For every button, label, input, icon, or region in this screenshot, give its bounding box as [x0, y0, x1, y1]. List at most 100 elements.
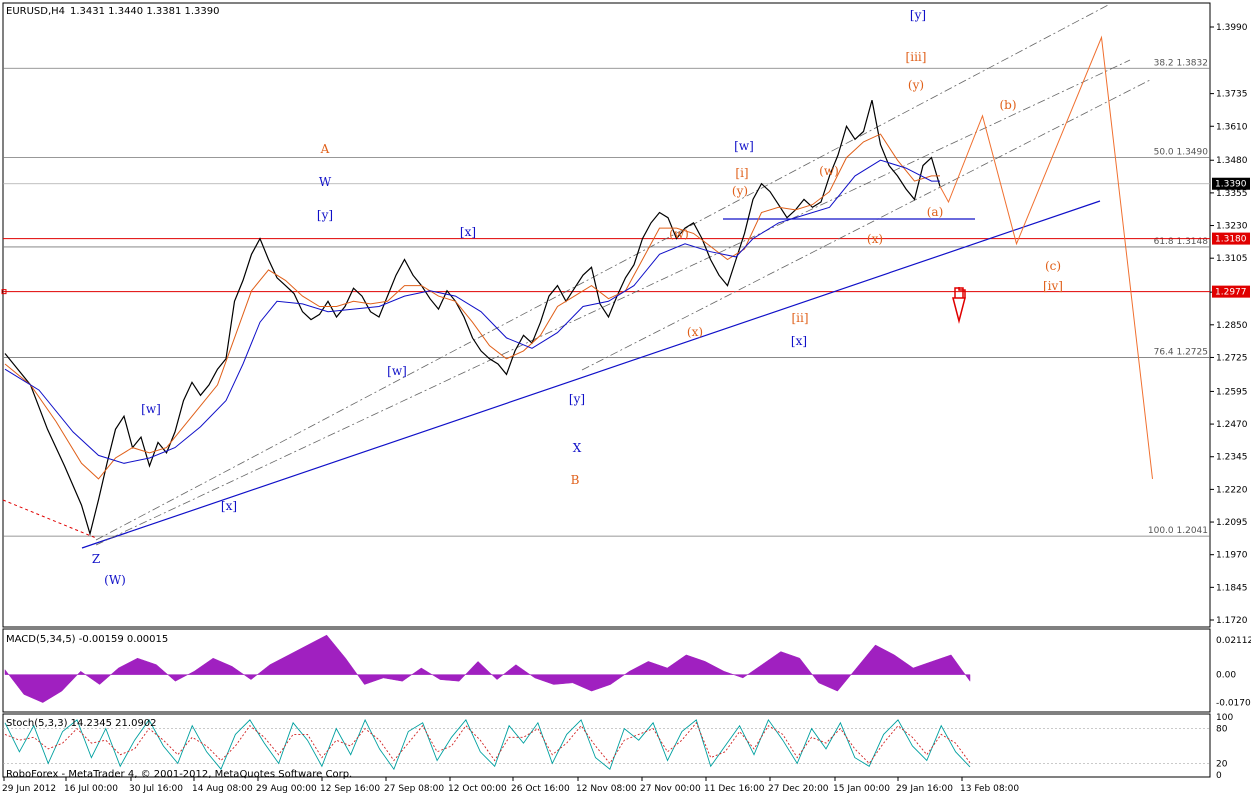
down-arrow-icon [952, 287, 966, 324]
price-tick-label: 1.3735 [1216, 90, 1248, 100]
price-badge-label: 1.3390 [1215, 180, 1247, 190]
series-projection [939, 35, 1153, 479]
time-tick-label: 13 Feb 08:00 [960, 784, 1019, 794]
wave-label-blue: [x] [791, 334, 807, 348]
price-tick-label: 1.1845 [1216, 583, 1248, 593]
time-tick-label: 14 Aug 08:00 [192, 784, 253, 794]
footer-copyright: RoboForex - MetaTrader 4, © 2001-2012, M… [6, 769, 352, 780]
macd-tick-label: 0.00 [1216, 671, 1236, 681]
macd-pane-frame [2, 628, 1211, 713]
fibonacci-levels: 38.2 1.3832 50.0 1.3490 61.8 1.3148 76.4 1.… [1, 58, 1210, 537]
price-tick-label: 1.3105 [1216, 254, 1248, 264]
macd-header: MACD(5,34,5) -0.00159 0.00015 [6, 634, 168, 645]
time-axis: 29 Jun 2012 16 Jul 00:00 30 Jul 16:00 14 Au… [2, 777, 1019, 794]
fib-level-label: 61.8 1.3148 [1154, 237, 1209, 247]
wave-label-blue: W [319, 175, 332, 189]
trend-lines [2, 3, 1151, 549]
price-tick-label: 1.2095 [1216, 518, 1248, 528]
price-badge-label: 1.2977 [1215, 288, 1247, 298]
stoch-tick-label: 100 [1216, 713, 1233, 723]
price-tick-label: 1.2345 [1216, 453, 1248, 463]
price-badge-label: 1.3180 [1215, 235, 1247, 245]
wave-label-orange: (x) [687, 325, 703, 339]
wave-label-orange: [ii] [791, 311, 808, 325]
wave-label-blue: [y] [317, 208, 333, 222]
wave-label-orange: (y) [732, 184, 748, 198]
wave-label-orange: (w) [669, 227, 689, 241]
fib-level-label: 50.0 1.3490 [1154, 148, 1209, 158]
wave-labels: [y] W [y] [x] [w] [w] [x] [y] X Z (W) [w] [x] [iii] (y… [92, 8, 1063, 587]
wave-label-blue: [w] [734, 139, 754, 153]
wave-label-orange: [i] [735, 166, 748, 180]
macd-histogram [4, 634, 971, 703]
price-tick-label: 1.3480 [1216, 156, 1248, 166]
price-series [4, 35, 1153, 537]
main-trendline [81, 200, 1101, 549]
chart-header-ohlc: 1.3431 1.3440 1.3381 1.3390 [70, 6, 220, 17]
price-tick-label: 1.2220 [1216, 485, 1248, 495]
wave-label-orange: (x) [867, 232, 883, 246]
red-dashed-line [2, 499, 97, 539]
price-badge [1212, 177, 1250, 190]
wave-label-orange: (c) [1045, 259, 1061, 273]
price-badge [1212, 232, 1250, 245]
price-tick-label: 1.3990 [1216, 23, 1248, 33]
stoch-tick-label: 20 [1216, 759, 1228, 769]
wave-label-blue: X [573, 441, 582, 455]
time-tick-label: 29 Aug 00:00 [256, 784, 317, 794]
time-tick-label: 11 Dec 16:00 [704, 784, 765, 794]
wave-label-orange: A [320, 142, 330, 156]
macd-tick-label: 0.02112 [1216, 636, 1251, 646]
time-tick-label: 12 Sep 16:00 [320, 784, 380, 794]
wave-label-orange: [iii] [906, 50, 927, 64]
price-tick-label: 1.2850 [1216, 321, 1248, 331]
wave-label-blue: [w] [141, 402, 161, 416]
series-price [4, 99, 941, 537]
wave-label-orange: (w) [819, 164, 839, 178]
stoch-tick-label: 80 [1216, 725, 1228, 735]
time-tick-label: 30 Jul 16:00 [129, 784, 183, 794]
wave-label-blue: (W) [104, 573, 126, 587]
price-tick-label: 1.1970 [1216, 551, 1248, 561]
stoch-header: Stoch(5,3,3) 14.2345 21.0902 [6, 718, 157, 729]
channel-line-middle [95, 59, 1131, 546]
wave-label-orange: [iv] [1043, 279, 1063, 293]
wave-label-blue: Z [92, 552, 100, 566]
price-tick-label: 1.2595 [1216, 387, 1248, 397]
price-tick-label: 1.3355 [1216, 189, 1248, 199]
wave-label-blue: [x] [460, 225, 476, 239]
time-tick-label: 27 Nov 00:00 [640, 784, 701, 794]
time-tick-label: 27 Dec 20:00 [768, 784, 829, 794]
time-tick-label: 27 Sep 08:00 [384, 784, 444, 794]
channel-line-lower [581, 79, 1151, 371]
stoch-tick-label: 0 [1216, 771, 1222, 781]
wave-label-orange: (a) [927, 205, 944, 219]
time-tick-label: 15 Jan 00:00 [833, 784, 890, 794]
price-tick-label: 1.1720 [1216, 616, 1248, 626]
fib-level-label: 100.0 1.2041 [1148, 526, 1208, 536]
price-tick-label: 1.3230 [1216, 222, 1248, 232]
fib-level-label: 76.4 1.2725 [1154, 347, 1208, 357]
wave-label-blue: [y] [569, 392, 585, 406]
stoch-main-line [4, 718, 971, 771]
series-ma-slow [4, 159, 940, 464]
stoch-signal-line [4, 721, 971, 765]
time-tick-label: 29 Jan 16:00 [896, 784, 953, 794]
price-tick-label: 1.2725 [1216, 353, 1248, 363]
price-tick-label: 1.3610 [1216, 122, 1248, 132]
chart-header-symbol: EURUSD,H4 [6, 6, 65, 17]
level-anchor [1, 289, 7, 295]
stochastic-pane: 100 80 20 0 [3, 713, 1233, 781]
price-badge [1212, 285, 1250, 298]
macd-pane: 0.02112 0.00 -0.01707 [4, 634, 1251, 709]
fib-level-label: 38.2 1.3832 [1154, 58, 1208, 68]
time-tick-label: 26 Oct 16:00 [511, 784, 570, 794]
channel-line-upper [95, 3, 1111, 541]
time-tick-label: 29 Jun 2012 [2, 784, 56, 794]
time-tick-label: 12 Oct 00:00 [448, 784, 507, 794]
wave-label-blue: [y] [910, 8, 926, 22]
price-axis: 1.3990 1.3735 1.3610 1.3480 1.3355 1.3230 1.31… [1210, 23, 1250, 626]
wave-label-blue: [x] [221, 499, 237, 513]
wave-label-orange: (b) [999, 98, 1016, 112]
